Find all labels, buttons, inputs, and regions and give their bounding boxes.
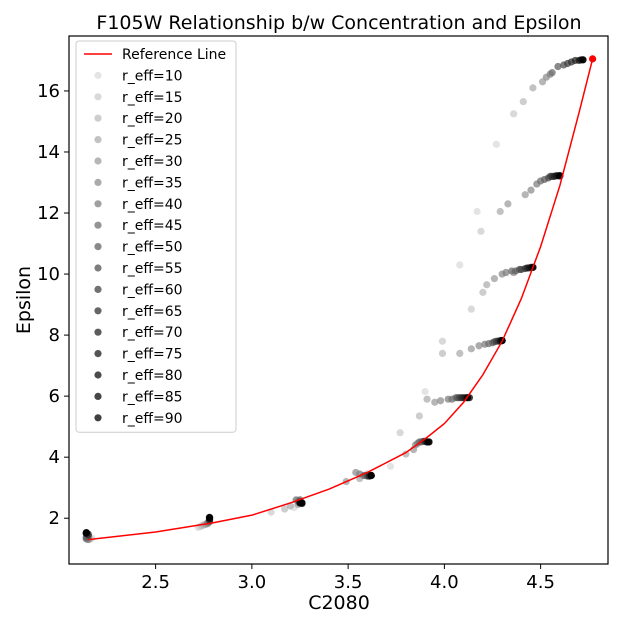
legend-swatch [94, 285, 102, 293]
legend-label: r_eff=15 [122, 90, 183, 106]
data-point [519, 98, 527, 106]
reference-endpoint [589, 55, 597, 63]
data-point [475, 342, 483, 350]
plot-frame [68, 35, 609, 565]
legend-label: r_eff=65 [122, 304, 183, 320]
y-tick-label: 12 [37, 203, 60, 224]
legend-label: r_eff=35 [122, 175, 183, 191]
legend-label: r_eff=10 [122, 68, 183, 84]
data-point [483, 281, 491, 289]
legend-swatch [94, 243, 102, 251]
x-axis-label: C2080 [308, 592, 370, 614]
data-point [529, 84, 537, 92]
legend-swatch [94, 200, 102, 208]
data-point [492, 140, 500, 148]
data-point [298, 499, 306, 507]
data-point [548, 69, 556, 77]
legend-label: r_eff=20 [122, 111, 183, 127]
y-tick-label: 6 [49, 386, 60, 407]
data-point [205, 513, 214, 521]
data-point [510, 110, 518, 118]
legend-label: r_eff=80 [122, 368, 183, 384]
data-point [554, 62, 562, 71]
data-point [456, 261, 464, 269]
legend-label: r_eff=60 [122, 282, 183, 298]
data-point [421, 387, 429, 396]
data-point [281, 505, 289, 513]
y-tick-label: 10 [37, 264, 60, 285]
series-r-eff-90 [82, 56, 587, 537]
legend-swatch [94, 178, 102, 186]
legend-label: Reference Line [122, 47, 226, 63]
data-point [496, 207, 504, 216]
legend-label: r_eff=75 [122, 347, 183, 363]
legend-swatch [94, 71, 102, 79]
x-tick-label: 3.0 [238, 572, 267, 593]
data-point [473, 207, 481, 216]
legend: Reference Line r_eff=10 r_eff=15 r_eff=20 r_… [75, 40, 237, 433]
data-point [415, 412, 423, 420]
y-tick-label: 16 [37, 81, 60, 102]
data-point [477, 227, 485, 235]
data-point [467, 345, 475, 353]
data-point [386, 462, 395, 470]
legend-swatch [94, 136, 102, 144]
data-point [527, 186, 535, 194]
data-point [438, 349, 447, 358]
legend-label: r_eff=40 [122, 197, 183, 213]
data-point [423, 395, 431, 403]
legend-label: r_eff=90 [122, 411, 183, 427]
y-axis-label: Epsilon [13, 266, 35, 334]
legend-swatch [94, 221, 102, 229]
legend-label: r_eff=50 [122, 240, 183, 256]
chart-title: F105W Relationship b/w Concentration and… [96, 12, 581, 34]
legend-swatch [94, 371, 102, 379]
legend-label: r_eff=45 [122, 218, 183, 234]
legend-label: r_eff=70 [122, 325, 183, 341]
axis-ticks: 2.5 3.0 3.5 4.0 4.5 2 4 6 8 10 12 14 16 [37, 81, 555, 593]
data-point [402, 450, 410, 458]
y-tick-label: 8 [49, 325, 60, 346]
data-point [431, 398, 439, 406]
y-tick-label: 4 [49, 447, 60, 468]
legend-label: r_eff=30 [122, 154, 183, 170]
x-tick-label: 3.5 [334, 572, 363, 593]
x-tick-label: 4.0 [430, 572, 459, 593]
legend-swatch [94, 114, 102, 122]
legend-label: r_eff=55 [122, 261, 183, 277]
data-point [479, 288, 487, 296]
data-point [367, 471, 375, 480]
legend-box [75, 40, 237, 433]
data-point [425, 438, 433, 446]
data-point [579, 56, 587, 64]
data-point [438, 337, 447, 345]
legend-swatch [94, 328, 102, 336]
data-marks [82, 55, 597, 544]
y-tick-label: 14 [37, 142, 60, 163]
legend-swatch [94, 157, 102, 165]
data-point [504, 200, 512, 208]
x-tick-label: 2.5 [141, 572, 170, 593]
reference-line [88, 58, 594, 541]
data-point [396, 429, 404, 437]
legend-swatch [94, 414, 102, 422]
data-point [490, 275, 499, 283]
legend-swatch [94, 350, 102, 358]
y-tick-label: 2 [49, 508, 60, 529]
data-point [436, 397, 445, 405]
legend-swatch [94, 307, 102, 315]
legend-label: r_eff=85 [122, 389, 183, 405]
x-tick-label: 4.5 [526, 572, 555, 593]
data-point [467, 305, 475, 313]
data-point [82, 528, 90, 537]
legend-swatch [94, 392, 102, 400]
legend-swatch [94, 93, 102, 101]
data-point [521, 191, 529, 199]
legend-swatch [94, 264, 102, 272]
legend-label: r_eff=25 [122, 133, 183, 149]
data-point [456, 349, 464, 358]
data-point [502, 268, 510, 277]
